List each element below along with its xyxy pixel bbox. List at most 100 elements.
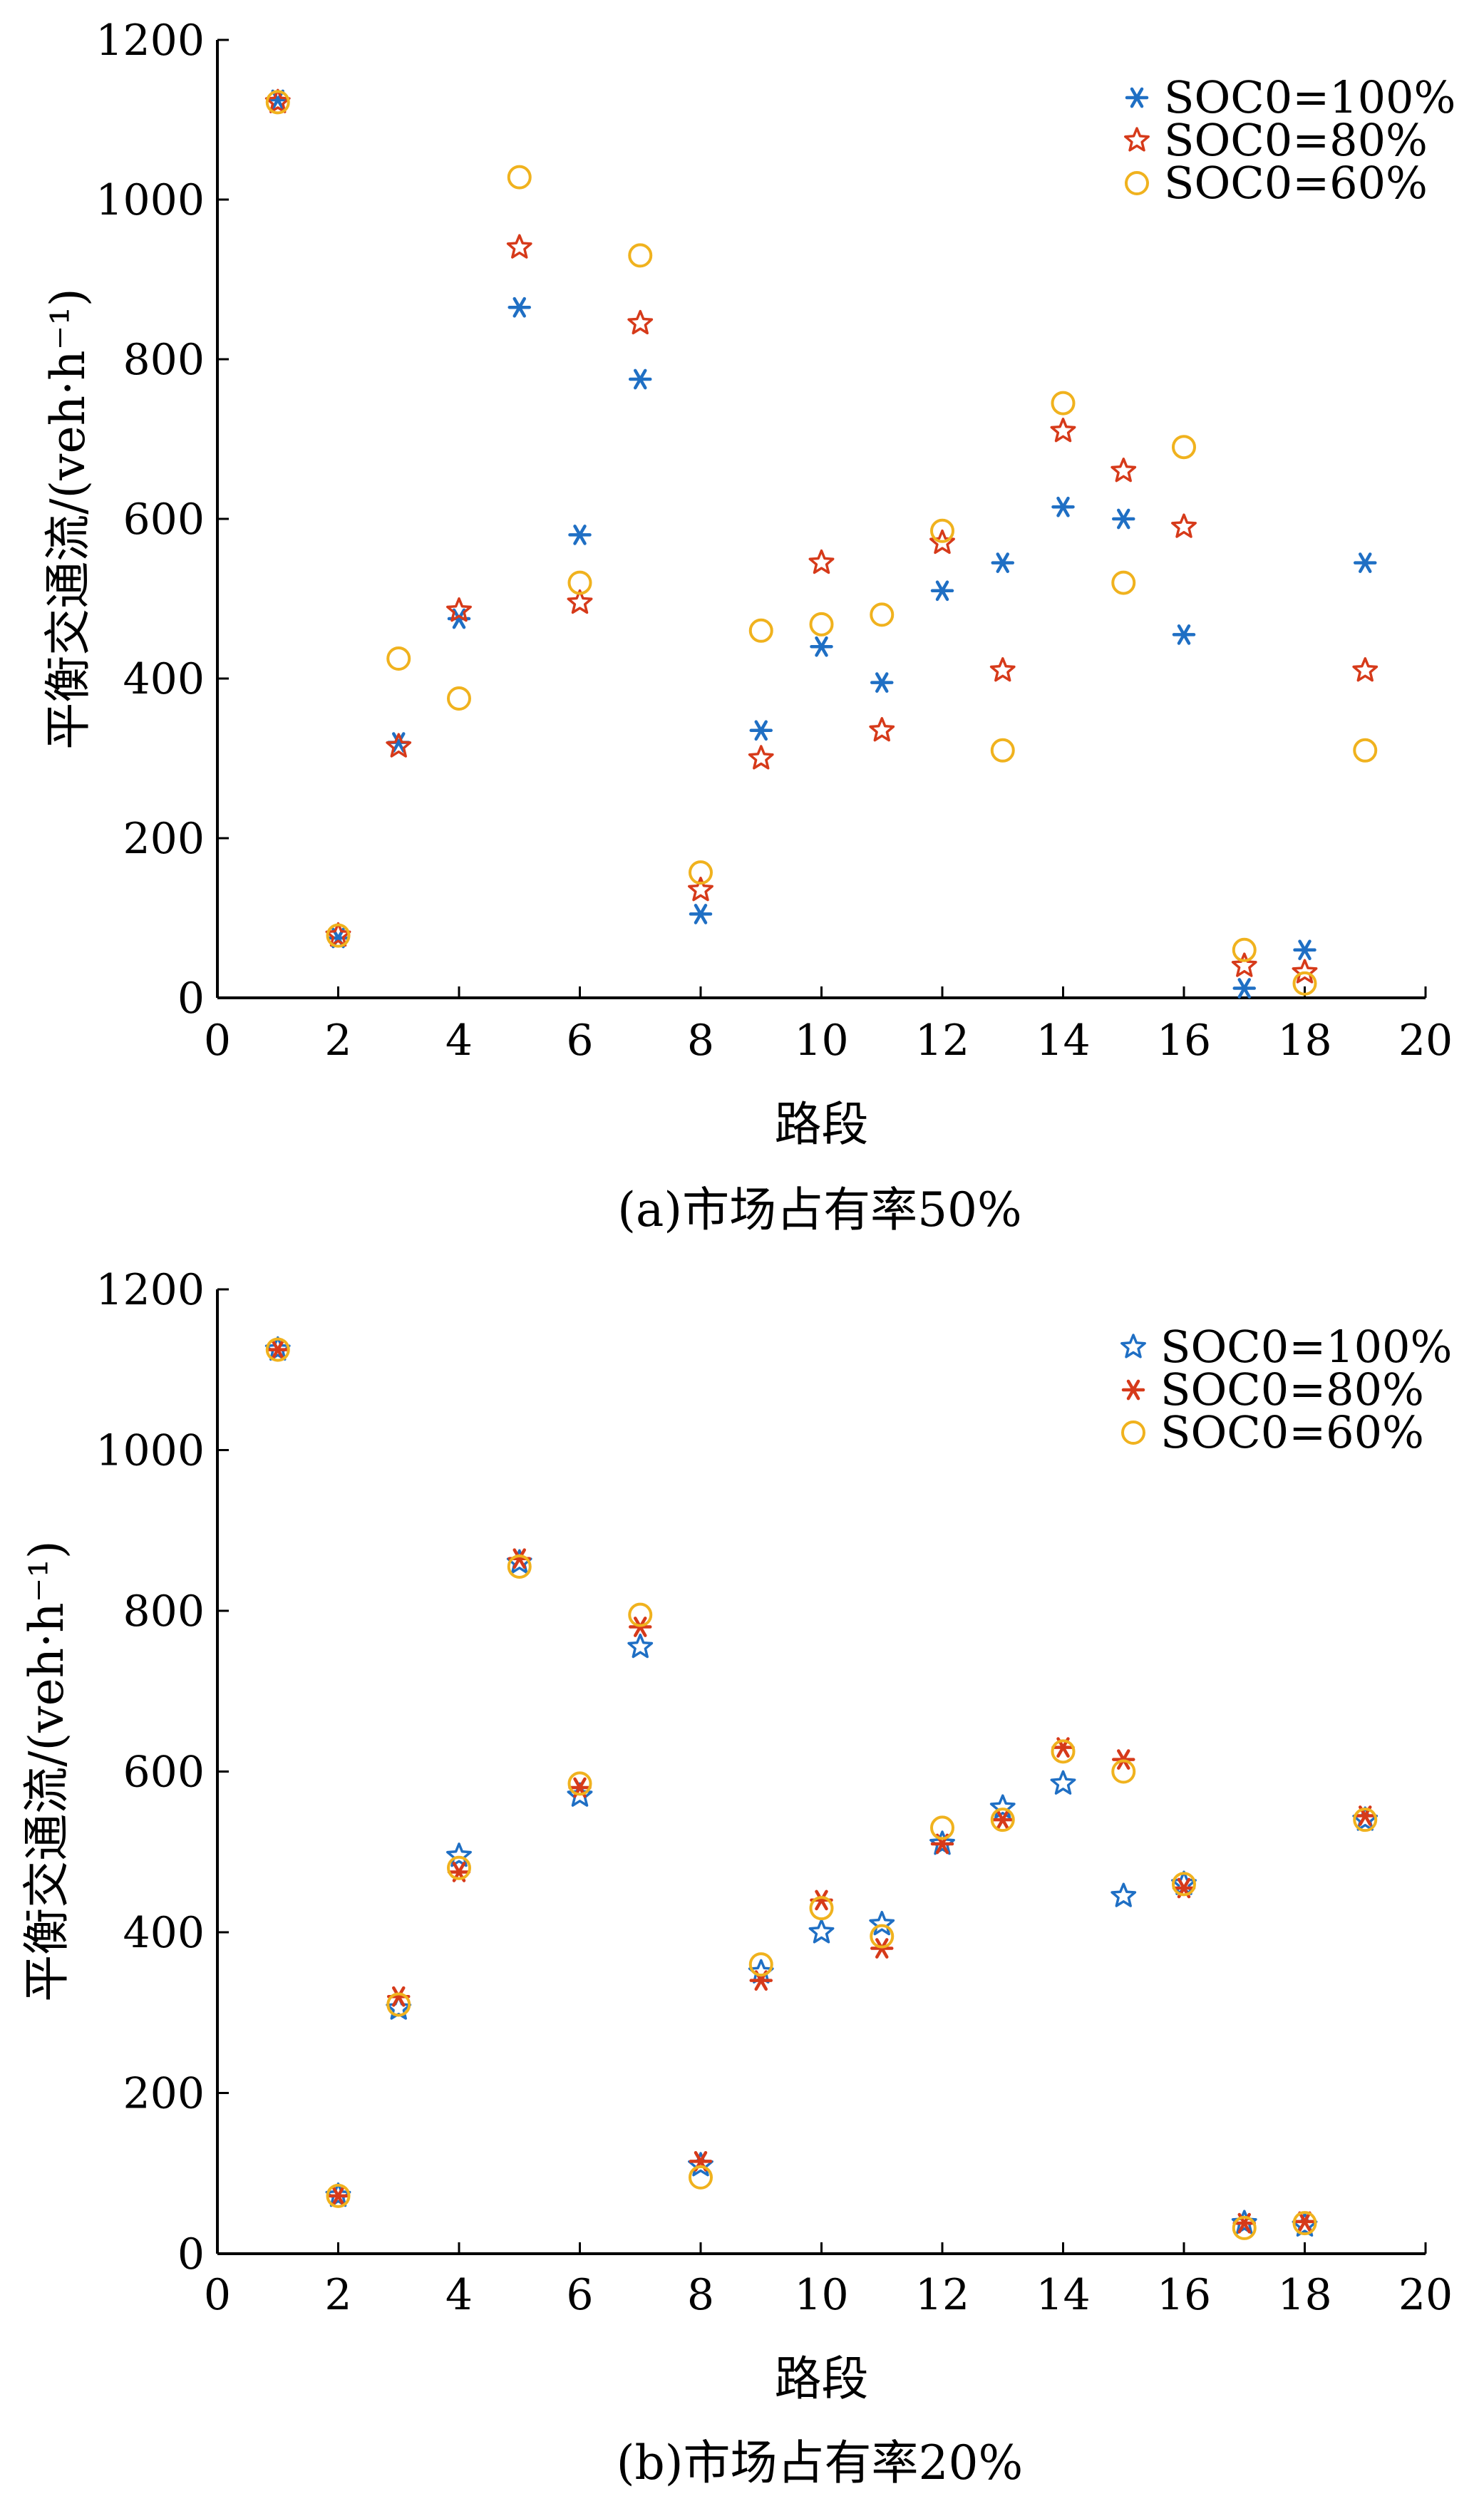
y-tick-label: 600: [123, 495, 205, 545]
data-point: [1232, 937, 1257, 962]
y-tick-label: 400: [123, 654, 205, 704]
data-point: [748, 1952, 773, 1977]
data-point: [629, 368, 652, 390]
y-tick-label: 1200: [96, 1265, 205, 1315]
y-tick-label: 800: [123, 1587, 205, 1636]
data-point: [386, 733, 412, 758]
x-tick-label: 12: [915, 2270, 969, 2320]
x-tick-label: 18: [1277, 2270, 1331, 2320]
data-point: [870, 672, 894, 693]
series-2: [264, 88, 1379, 984]
data-point: [1050, 1770, 1076, 1795]
data-point: [265, 90, 290, 115]
series-1: [266, 89, 1377, 999]
y-tick-label: 1200: [96, 16, 205, 66]
x-tick-label: 10: [794, 2270, 848, 2320]
data-point: [1171, 513, 1197, 538]
legend: SOC0=100%SOC0=80%SOC0=60%: [1120, 1321, 1452, 1458]
legend-label: SOC0=100%: [1160, 1321, 1452, 1373]
legend-marker: [1121, 1421, 1145, 1445]
data-point: [869, 1910, 895, 1936]
chart-b-market-share-20: 0 2 4 6 8 10 12 14 16 18 20020040060080010001200路段…: [19, 1265, 1453, 2490]
data-point: [1111, 1882, 1137, 1907]
x-tick-label: 14: [1036, 2270, 1090, 2320]
series-1: [264, 1336, 1379, 2237]
legend-marker: [1124, 127, 1150, 152]
data-point: [989, 657, 1016, 682]
data-point: [266, 89, 289, 110]
data-point: [1231, 952, 1257, 977]
x-tick-label: 16: [1157, 1016, 1211, 1066]
legend-marker: [1125, 171, 1149, 195]
x-tick-label: 14: [1036, 1016, 1090, 1066]
data-point: [386, 646, 411, 671]
data-point: [809, 1896, 834, 1921]
legend-label: SOC0=60%: [1160, 1406, 1424, 1458]
x-tick-label: 6: [566, 1016, 593, 1066]
y-tick-label: 800: [123, 335, 205, 385]
data-point: [1353, 1808, 1378, 1832]
x-axis-title: 路段: [775, 1097, 869, 1152]
data-point: [1292, 971, 1317, 996]
data-point: [1111, 1759, 1136, 1784]
legend-marker: [1120, 1334, 1146, 1358]
data-point: [870, 1924, 895, 1949]
legend-marker: [1125, 87, 1149, 108]
series-3: [265, 1337, 1378, 2240]
data-point: [507, 165, 532, 190]
data-point: [568, 525, 592, 545]
data-point: [991, 552, 1014, 573]
data-point: [748, 745, 774, 770]
data-point: [567, 570, 592, 595]
data-point: [1293, 2211, 1316, 2232]
data-point: [1353, 738, 1378, 763]
data-point: [749, 720, 773, 741]
data-point: [628, 243, 653, 268]
x-tick-label: 0: [204, 1016, 231, 1066]
data-point: [567, 589, 593, 614]
data-point: [688, 877, 713, 902]
y-tick-label: 0: [177, 974, 205, 1024]
x-tick-label: 8: [687, 2270, 714, 2320]
x-tick-label: 20: [1398, 1016, 1453, 1066]
x-tick-label: 10: [794, 1016, 848, 1066]
data-point: [1050, 418, 1076, 443]
data-point: [930, 580, 954, 602]
data-point: [506, 234, 532, 259]
data-point: [1112, 508, 1135, 530]
data-point: [990, 738, 1015, 763]
y-tick-label: 0: [177, 2229, 205, 2279]
x-tick-label: 20: [1398, 2270, 1453, 2320]
data-point: [810, 636, 833, 657]
data-point: [929, 1830, 955, 1855]
x-tick-label: 12: [915, 1016, 969, 1066]
data-point: [1172, 435, 1196, 460]
data-point: [869, 717, 895, 742]
x-tick-label: 16: [1157, 2270, 1211, 2320]
data-point: [930, 518, 954, 543]
data-point: [627, 309, 654, 335]
chart-caption: (a)市场占有率50%: [617, 1182, 1022, 1237]
data-point: [748, 618, 773, 643]
legend-marker: [1121, 1379, 1145, 1401]
chart-a-market-share-50: 0 2 4 6 8 10 12 14 16 18 20020040060080010001200路段…: [41, 16, 1455, 1237]
data-point: [1051, 1739, 1076, 1764]
y-tick-label: 200: [123, 2069, 205, 2119]
y-tick-label: 400: [123, 1908, 205, 1958]
data-point: [990, 1808, 1015, 1832]
x-tick-label: 4: [445, 2270, 473, 2320]
data-point: [1232, 978, 1256, 999]
x-tick-label: 8: [687, 1016, 714, 1066]
data-point: [930, 1815, 954, 1840]
data-point: [326, 2185, 350, 2207]
data-point: [1232, 2215, 1257, 2240]
data-point: [1051, 391, 1076, 416]
data-point: [446, 597, 472, 622]
data-point: [1111, 458, 1137, 483]
data-point: [870, 602, 895, 627]
data-point: [1292, 959, 1318, 984]
data-point: [1172, 624, 1196, 645]
data-point: [567, 1771, 592, 1796]
legend: SOC0=100%SOC0=80%SOC0=60%: [1124, 71, 1455, 209]
